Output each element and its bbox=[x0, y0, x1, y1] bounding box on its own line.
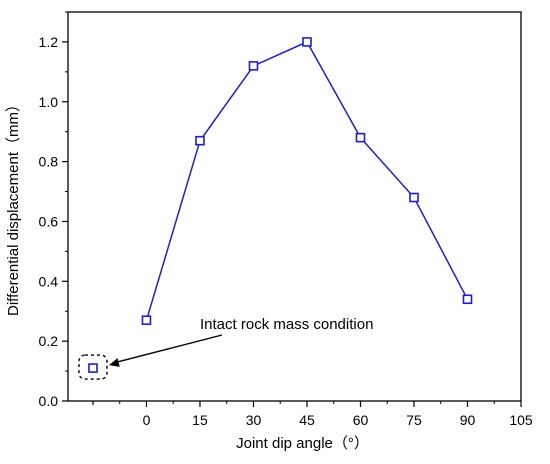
x-axis-ticks: 0 15 30 45 60 75 90 105 bbox=[92, 401, 533, 428]
x-tick-label: 90 bbox=[460, 412, 476, 428]
x-tick-label: 0 bbox=[143, 412, 151, 428]
data-point bbox=[355, 132, 366, 143]
plot-frame-group bbox=[67, 11, 522, 402]
data-point bbox=[248, 61, 259, 71]
y-axis-ticks: 0.0 0.2 0.4 0.6 0.8 1.0 1.2 bbox=[39, 11, 68, 409]
x-tick-label: 105 bbox=[509, 412, 533, 428]
x-tick-label: 45 bbox=[299, 412, 315, 428]
series-group bbox=[141, 37, 473, 326]
annotation-label: Intact rock mass condition bbox=[200, 316, 373, 333]
y-tick-label: 0.0 bbox=[39, 393, 59, 409]
x-tick-label: 75 bbox=[406, 412, 422, 428]
annotation-group: Intact rock mass condition bbox=[108, 316, 373, 367]
highlight-box bbox=[78, 354, 108, 380]
y-axis-title: Differential displacement（mm） bbox=[5, 97, 22, 316]
y-tick-label: 0.6 bbox=[39, 213, 59, 229]
data-point bbox=[409, 192, 419, 203]
data-point bbox=[302, 37, 312, 47]
x-tick-label: 60 bbox=[353, 412, 369, 428]
intact-data-point bbox=[88, 363, 98, 373]
plot-frame bbox=[67, 11, 522, 402]
y-tick-label: 1.2 bbox=[39, 34, 59, 50]
y-tick-label: 0.2 bbox=[39, 333, 59, 349]
series-line bbox=[145, 40, 469, 321]
annotation-arrow-head bbox=[108, 358, 120, 367]
data-point bbox=[462, 294, 473, 305]
data-point bbox=[141, 315, 152, 326]
annotation-arrow-line bbox=[116, 334, 223, 363]
y-tick-label: 0.4 bbox=[39, 273, 59, 289]
data-point bbox=[195, 135, 205, 146]
y-tick-label: 0.8 bbox=[39, 154, 59, 170]
intact-point-group bbox=[78, 354, 108, 380]
x-axis-title: Joint dip angle（°） bbox=[236, 435, 369, 452]
x-tick-label: 15 bbox=[192, 412, 208, 428]
x-tick-label: 30 bbox=[246, 412, 262, 428]
y-tick-label: 1.0 bbox=[39, 94, 59, 110]
